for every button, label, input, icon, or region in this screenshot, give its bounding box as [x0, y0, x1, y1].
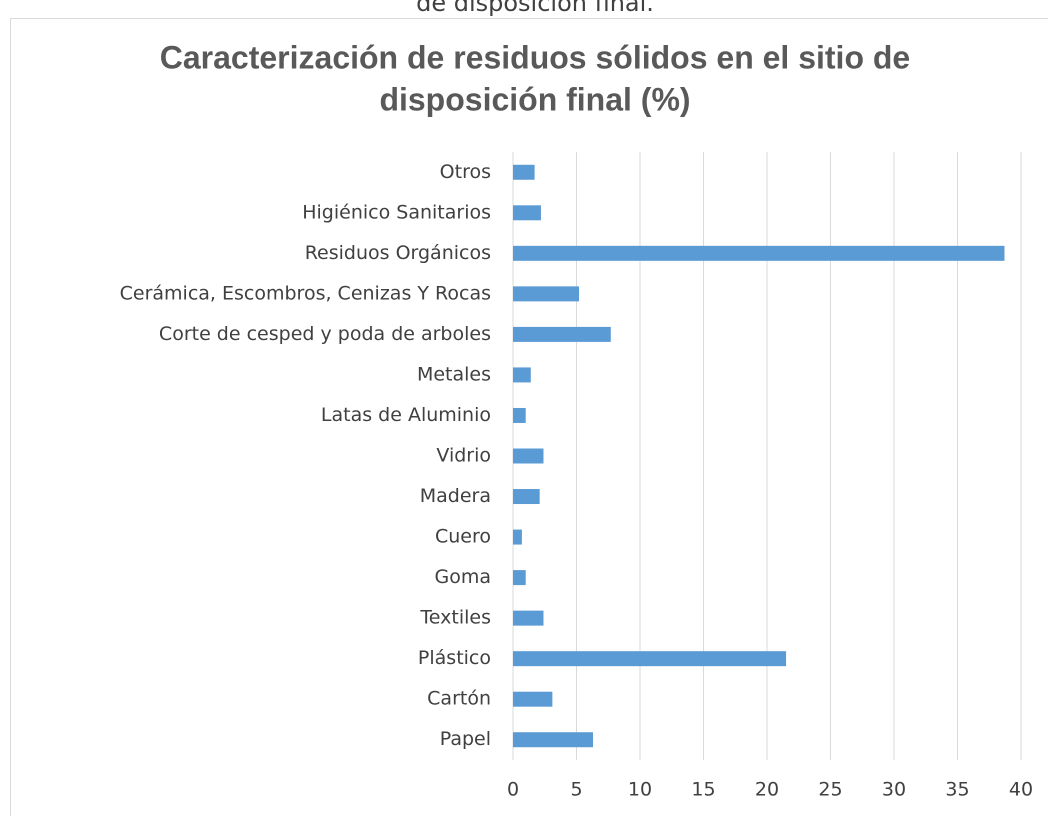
- chart-title: Caracterización de residuos sólidos en e…: [160, 39, 910, 75]
- bar: [513, 529, 522, 545]
- x-tick-label: 35: [945, 779, 969, 801]
- y-tick-label: Cartón: [427, 688, 491, 710]
- bar: [513, 610, 544, 626]
- x-tick-label: 30: [882, 779, 906, 801]
- y-tick-label: Metales: [417, 363, 491, 385]
- y-tick-label: Otros: [440, 161, 491, 183]
- bar: [513, 651, 787, 667]
- caption-fragment: de disposición final.: [416, 0, 654, 17]
- bar: [513, 326, 611, 342]
- bar: [513, 245, 1005, 261]
- x-tick-label: 40: [1009, 779, 1033, 801]
- bar: [513, 286, 580, 302]
- y-tick-label: Cerámica, Escombros, Cenizas Y Rocas: [120, 282, 491, 304]
- bar: [513, 164, 535, 180]
- y-tick-label: Vidrio: [436, 445, 491, 467]
- x-tick-label: 10: [628, 779, 652, 801]
- bar: [513, 732, 594, 748]
- y-tick-label: Higiénico Sanitarios: [302, 201, 491, 223]
- x-tick-label: 25: [818, 779, 842, 801]
- y-tick-label: Textiles: [419, 607, 491, 629]
- x-tick-label: 5: [570, 779, 582, 801]
- bar: [513, 489, 540, 505]
- y-tick-label: Cuero: [435, 526, 491, 548]
- x-tick-label: 15: [691, 779, 715, 801]
- chart-title: disposición final (%): [379, 81, 690, 117]
- y-tick-label: Corte de cesped y poda de arboles: [159, 323, 491, 345]
- bar: [513, 407, 526, 423]
- y-tick-label: Madera: [420, 485, 491, 507]
- chart-border: [10, 18, 1048, 816]
- x-tick-label: 20: [755, 779, 779, 801]
- bar: [513, 448, 544, 464]
- x-tick-label: 0: [507, 779, 519, 801]
- bar: [513, 570, 526, 586]
- y-tick-label: Plástico: [418, 647, 491, 669]
- y-tick-label: Papel: [440, 728, 491, 750]
- y-tick-label: Latas de Aluminio: [321, 404, 491, 426]
- y-tick-label: Goma: [435, 566, 492, 588]
- y-tick-label: Residuos Orgánicos: [305, 242, 491, 264]
- bar: [513, 691, 553, 707]
- bar: [513, 205, 541, 221]
- bar: [513, 367, 531, 383]
